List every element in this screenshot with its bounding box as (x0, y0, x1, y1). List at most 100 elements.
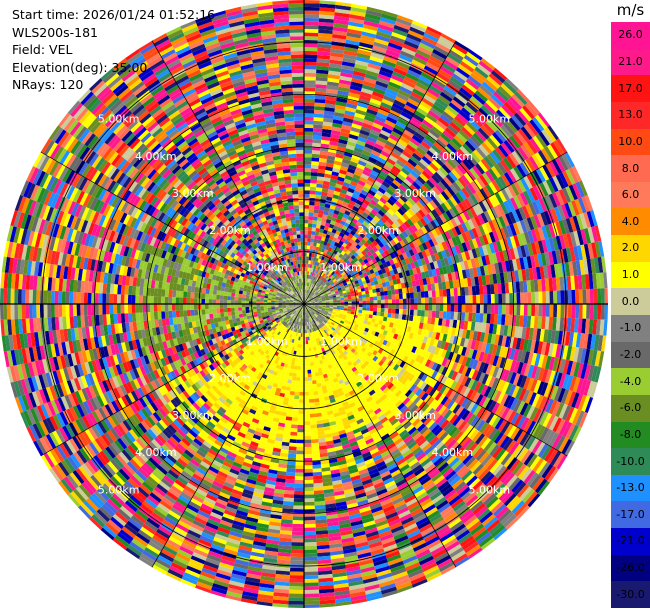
velocity-gate (469, 167, 480, 179)
velocity-gate (402, 43, 418, 53)
velocity-gate (448, 140, 460, 151)
velocity-gate (528, 156, 540, 171)
velocity-gate (378, 153, 389, 162)
velocity-gate (304, 175, 311, 180)
velocity-gate (375, 315, 381, 321)
velocity-gate (317, 289, 322, 293)
velocity-gate (318, 14, 335, 20)
velocity-gate (523, 304, 528, 316)
velocity-gate (421, 170, 432, 180)
velocity-gate (366, 250, 373, 257)
velocity-gate (459, 87, 473, 99)
velocity-gate (308, 398, 315, 403)
velocity-gate (308, 223, 313, 228)
velocity-gate (322, 184, 330, 190)
velocity-gate (351, 77, 364, 85)
velocity-gate (305, 278, 307, 283)
velocity-gate (336, 146, 346, 152)
velocity-gate (474, 66, 489, 79)
velocity-gate (350, 244, 356, 250)
velocity-gate (597, 304, 602, 320)
velocity-gate (373, 180, 382, 188)
velocity-gate (357, 196, 365, 203)
velocity-gate (304, 21, 319, 26)
velocity-gate (332, 272, 337, 277)
velocity-gate (304, 435, 312, 440)
velocity-gate (314, 291, 319, 295)
velocity-gate (345, 219, 352, 225)
velocity-gate (489, 151, 500, 164)
velocity-gate (409, 184, 419, 193)
velocity-gate (410, 91, 424, 101)
velocity-gate (339, 79, 352, 86)
velocity-gate (304, 509, 315, 514)
velocity-gate (446, 288, 451, 297)
velocity-gate (374, 84, 387, 92)
velocity-gate (403, 178, 413, 187)
velocity-gate (336, 149, 345, 156)
velocity-gate (506, 199, 516, 212)
velocity-gate (380, 129, 391, 138)
velocity-gate (410, 205, 419, 214)
velocity-gate (463, 54, 479, 67)
velocity-gate (322, 264, 327, 270)
velocity-gate (446, 158, 457, 169)
velocity-gate (325, 162, 334, 168)
velocity-gate (429, 107, 443, 117)
velocity-gate (396, 242, 403, 249)
velocity-gate (332, 164, 342, 170)
velocity-gate (313, 124, 323, 129)
velocity-gate (443, 200, 452, 211)
velocity-gate (333, 160, 342, 166)
velocity-gate (386, 234, 394, 242)
velocity-gate (304, 219, 309, 224)
velocity-gate (306, 347, 309, 352)
velocity-gate (520, 304, 525, 316)
velocity-gate (310, 275, 314, 280)
velocity-gate (341, 216, 348, 223)
velocity-gate (373, 296, 378, 301)
velocity-gate (492, 149, 503, 162)
velocity-gate (364, 16, 380, 25)
velocity-gate (520, 292, 525, 304)
velocity-gate (322, 180, 330, 186)
velocity-gate (353, 257, 359, 263)
velocity-gate (393, 220, 401, 228)
velocity-gate (578, 289, 583, 304)
velocity-gate (365, 112, 377, 120)
velocity-gate (353, 190, 361, 197)
velocity-gate (362, 169, 371, 177)
velocity-gate (313, 117, 324, 122)
velocity-gate (487, 294, 492, 304)
velocity-gate (305, 271, 308, 275)
velocity-gate (412, 315, 418, 322)
velocity-gate (307, 241, 311, 246)
velocity-gate (304, 432, 311, 437)
velocity-gate (356, 105, 368, 113)
velocity-gate (304, 157, 312, 162)
velocity-gate (306, 298, 309, 302)
velocity-gate (455, 67, 471, 79)
velocity-gate (340, 299, 345, 303)
velocity-gate (363, 241, 370, 248)
velocity-gate (454, 204, 463, 215)
velocity-gate (336, 199, 344, 205)
velocity-gate (531, 154, 543, 169)
velocity-gate (483, 122, 495, 135)
velocity-gate (304, 54, 318, 59)
velocity-gate (304, 293, 306, 297)
velocity-gate (428, 310, 433, 318)
velocity-gate (523, 123, 536, 138)
velocity-gate (304, 395, 309, 400)
velocity-gate (436, 154, 447, 164)
velocity-gate (315, 73, 329, 78)
velocity-gate (403, 40, 419, 50)
velocity-gate (316, 183, 323, 189)
velocity-gate (350, 157, 360, 164)
velocity-gate (571, 304, 576, 319)
velocity-gate (331, 37, 346, 44)
velocity-gate (340, 68, 354, 75)
velocity-gate (394, 189, 403, 198)
velocity-gate (526, 121, 539, 136)
velocity-gate (427, 222, 435, 231)
